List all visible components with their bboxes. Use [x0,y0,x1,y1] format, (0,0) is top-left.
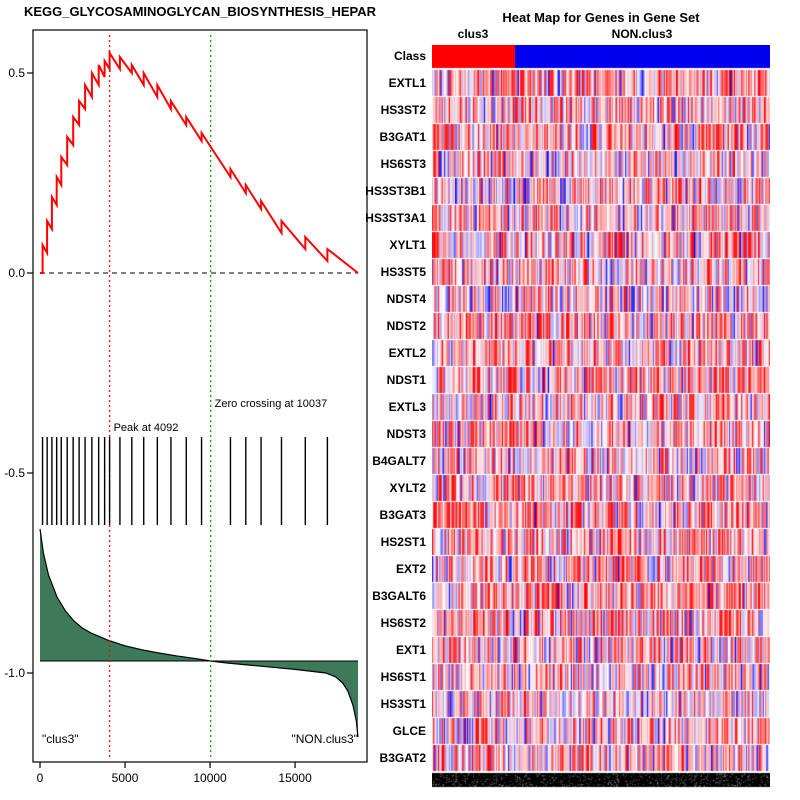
gene-label: HS3ST2 [380,103,426,117]
plot-frame [32,29,368,763]
gene-label: HS2ST1 [380,535,426,549]
gene-label: XYLT2 [389,481,426,495]
right-group-label: "NON.clus3" [291,732,358,746]
gene-label: B4GALT7 [372,454,426,468]
gene-label: B3GAT3 [379,508,426,522]
enrichment-plot: 0.5 0.0 -0.5 -1.0 0 5000 10000 15000 Peak at 409… [4,29,368,785]
ranked-metric-curve [39,528,359,738]
gene-label: EXTL3 [388,400,426,414]
gene-label: XYLT1 [389,238,426,252]
ranked-metric-area [40,529,358,737]
heatmap-canvas [432,45,770,788]
gene-label: EXTL1 [388,76,426,90]
gene-label: HS3ST3A1 [365,211,426,225]
class-group-label-clus3: clus3 [457,27,489,41]
gene-label: HS6ST3 [380,157,426,171]
left-group-label: "clus3" [42,732,79,746]
gene-label: NDST1 [386,373,426,387]
gene-label: NDST2 [386,319,426,333]
gene-label: EXT2 [395,562,426,576]
gene-label: EXTL2 [388,346,426,360]
gene-label: EXT1 [395,643,426,657]
class-group-label-nonclus3: NON.clus3 [611,27,673,41]
gene-label: B3GAT2 [379,751,426,765]
x-tick-label: 15000 [278,771,312,785]
gene-label: B3GALT6 [372,589,426,603]
zero-crossing-annotation: Zero crossing at 10037 [215,398,328,410]
gene-label: B3GAT1 [379,130,426,144]
gene-label-column: EXTL1 HS3ST2 B3GAT1 HS6ST3 HS3ST3B1 HS3ST3A1 X… [330,70,428,772]
y-tick-label: -0.5 [4,466,25,480]
x-tick-label: 10000 [193,771,227,785]
class-row-label: Class [393,49,426,63]
y-tick-label: 0.5 [8,66,25,80]
gene-label: NDST3 [386,427,426,441]
y-tick-label: -1.0 [4,666,25,680]
gene-label: HS3ST1 [380,697,426,711]
gene-label: HS3ST3B1 [365,184,426,198]
enrichment-plot-title: KEGG_GLYCOSAMINOGLYCAN_BIOSYNTHESIS_HEPA… [23,4,377,19]
enrichment-score-curve [40,49,359,274]
y-tick-label: 0.0 [8,266,25,280]
gene-label: HS6ST1 [380,670,426,684]
x-tick-label: 0 [37,771,44,785]
gene-label: HS3ST5 [380,265,426,279]
gene-label: HS6ST2 [380,616,426,630]
gene-label: GLCE [392,724,426,738]
heatmap-title: Heat Map for Genes in Gene Set [502,10,700,25]
gene-label: NDST4 [386,292,426,306]
peak-annotation: Peak at 4092 [114,422,179,434]
x-tick-label: 5000 [112,771,139,785]
